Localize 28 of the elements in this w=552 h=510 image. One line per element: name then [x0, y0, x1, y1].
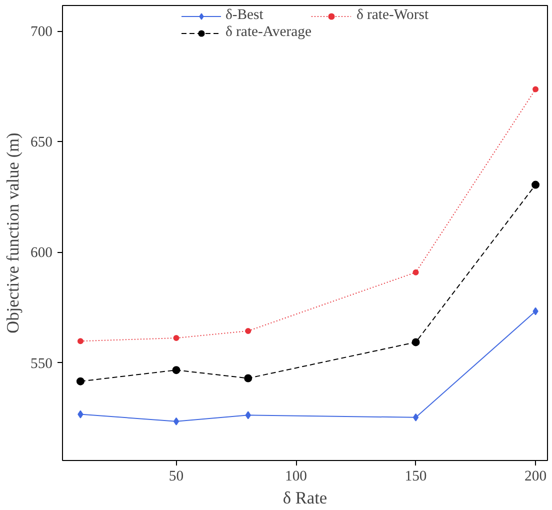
- y-tick-label: 650: [30, 134, 52, 151]
- point: [173, 335, 180, 342]
- point: [412, 413, 419, 422]
- point: [245, 328, 252, 334]
- y-tick-label: 600: [30, 245, 52, 262]
- point: [245, 411, 251, 420]
- x-tick-label: 150: [404, 468, 427, 484]
- point: [412, 338, 420, 346]
- x-tick-label: 200: [524, 468, 547, 484]
- point: [532, 86, 539, 92]
- point: [78, 410, 84, 418]
- legend-label: δ-Best: [225, 7, 264, 24]
- y-tick-label: 550: [30, 356, 52, 372]
- point: [76, 377, 84, 386]
- legend-label: δ rate-Worst: [356, 7, 429, 24]
- y-tick-label: 700: [30, 24, 52, 40]
- x-tick-label: 100: [285, 468, 308, 484]
- legend-label: δ rate-Average: [225, 24, 312, 41]
- x-tick-label: 50: [168, 468, 184, 484]
- point: [412, 269, 419, 276]
- point: [172, 366, 180, 374]
- point: [173, 417, 180, 426]
- point: [77, 338, 84, 344]
- point: [532, 180, 540, 189]
- point: [244, 374, 252, 382]
- x-axis-title: δ Rate: [282, 488, 328, 508]
- point: [532, 307, 538, 316]
- y-axis-title: Objective function value (m): [4, 132, 23, 334]
